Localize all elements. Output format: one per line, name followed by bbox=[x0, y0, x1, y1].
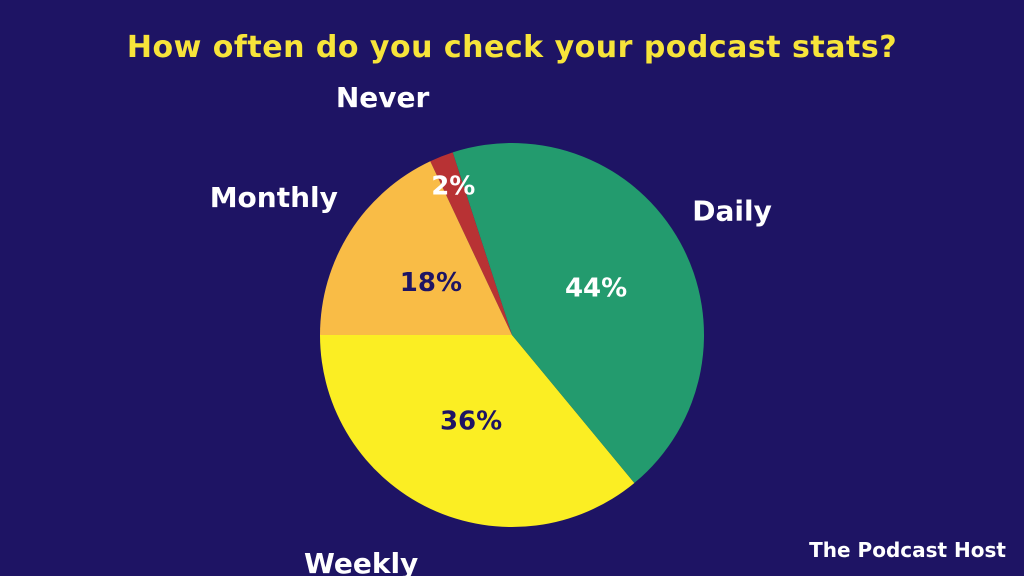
slice-value-label-daily: 44% bbox=[565, 273, 627, 303]
chart-title: How often do you check your podcast stat… bbox=[126, 30, 898, 65]
pie-labels: 36% Weekly 44% Daily 2% Never 18% Monthly bbox=[210, 81, 772, 576]
slice-value-label-weekly: 36% bbox=[440, 406, 502, 436]
slice-category-label-weekly: Weekly bbox=[304, 547, 418, 576]
pie-slices bbox=[320, 143, 705, 528]
slice-category-label-monthly: Monthly bbox=[210, 181, 338, 214]
slice-value-label-monthly: 18% bbox=[400, 268, 462, 298]
pie-slice-monthly bbox=[320, 161, 512, 335]
slice-category-label-never: Never bbox=[336, 81, 430, 114]
brand-logo-text: The Podcast Host bbox=[809, 538, 1006, 562]
pie-slice-daily bbox=[452, 143, 705, 483]
pie-slice-never bbox=[430, 152, 512, 335]
slice-category-label-daily: Daily bbox=[692, 195, 772, 228]
slice-value-label-never: 2% bbox=[431, 171, 475, 201]
pie-slice-weekly bbox=[320, 335, 635, 528]
